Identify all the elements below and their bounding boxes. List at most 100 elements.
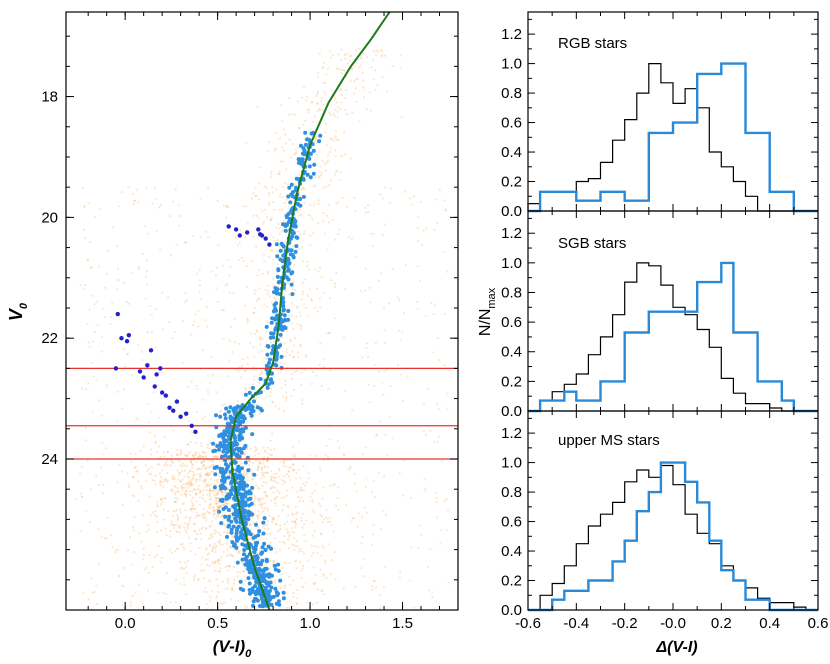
hist-x-tick-label: 0.4 <box>759 615 780 632</box>
field-star <box>446 270 449 273</box>
field-star <box>166 479 169 482</box>
selected-star <box>270 316 275 321</box>
field-star <box>293 337 297 340</box>
field-star <box>87 598 90 601</box>
field-star <box>247 464 250 467</box>
field-star <box>446 392 449 395</box>
field-star <box>441 460 444 463</box>
field-star <box>223 601 226 604</box>
field-star <box>305 519 308 522</box>
field-star <box>192 508 195 511</box>
field-star <box>291 543 294 546</box>
field-star <box>373 495 376 499</box>
field-star <box>212 509 215 512</box>
field-star <box>137 344 140 347</box>
field-star <box>197 488 200 491</box>
field-star <box>150 411 153 414</box>
field-star <box>183 469 186 472</box>
field-star <box>391 64 394 68</box>
hb-star <box>141 375 146 380</box>
field-star <box>82 288 85 291</box>
field-star <box>306 264 309 267</box>
field-star <box>315 374 318 377</box>
field-star <box>179 471 182 474</box>
field-star <box>293 543 296 547</box>
selected-star <box>236 448 241 453</box>
field-star <box>148 553 152 557</box>
field-star <box>226 579 229 582</box>
field-star <box>216 560 220 563</box>
field-star <box>229 265 232 268</box>
field-star <box>374 88 377 91</box>
field-star <box>419 200 422 203</box>
field-star <box>345 112 349 116</box>
field-star <box>228 459 232 462</box>
field-star <box>313 140 316 143</box>
field-star <box>193 320 196 323</box>
field-star <box>153 555 157 558</box>
selected-star <box>254 522 258 527</box>
field-star <box>178 530 181 534</box>
field-star <box>80 465 83 468</box>
field-star <box>207 236 210 239</box>
field-star <box>256 274 259 277</box>
field-star <box>364 211 368 214</box>
field-star <box>295 477 298 480</box>
field-star <box>275 472 278 475</box>
selected-star <box>305 172 310 177</box>
field-star <box>272 473 276 476</box>
field-star <box>189 516 192 519</box>
field-star <box>262 497 265 500</box>
field-star <box>274 149 277 152</box>
field-star <box>378 370 381 373</box>
field-star <box>166 471 169 474</box>
field-star <box>295 315 298 318</box>
field-star <box>194 574 197 577</box>
field-star <box>347 235 350 238</box>
field-star <box>374 363 377 366</box>
field-star <box>308 288 312 291</box>
field-star <box>182 576 186 579</box>
field-star <box>288 575 291 578</box>
field-star <box>262 446 265 449</box>
field-star <box>299 343 302 346</box>
hist-y-tick-label: 0.6 <box>501 314 522 331</box>
field-star <box>179 567 182 570</box>
field-star <box>221 492 224 495</box>
field-star <box>379 193 382 196</box>
field-star <box>431 595 434 598</box>
field-star <box>426 565 429 569</box>
field-star <box>203 480 206 484</box>
selected-star <box>286 268 291 273</box>
field-star <box>320 590 323 593</box>
field-star <box>248 386 251 389</box>
field-star <box>191 475 194 478</box>
field-star <box>357 66 361 69</box>
field-star <box>104 286 107 289</box>
field-star <box>386 453 389 456</box>
field-star <box>179 582 182 586</box>
field-star <box>140 487 143 490</box>
field-star <box>417 215 420 218</box>
field-star <box>153 514 156 517</box>
field-star <box>282 480 285 483</box>
selected-star <box>265 352 270 357</box>
field-star <box>262 509 265 512</box>
field-star <box>261 372 264 375</box>
field-star <box>383 54 386 57</box>
field-star <box>215 512 218 515</box>
field-star <box>383 329 386 332</box>
field-star <box>131 476 135 479</box>
field-star <box>215 492 218 495</box>
field-star <box>396 296 399 299</box>
selected-star <box>260 558 265 563</box>
field-star <box>181 465 184 468</box>
hist-y-tick-label: 0.2 <box>501 373 522 390</box>
field-star <box>97 265 100 268</box>
selected-star <box>286 194 291 199</box>
field-star <box>277 222 280 226</box>
field-star <box>204 558 207 561</box>
field-star <box>294 545 297 548</box>
field-star <box>258 166 261 169</box>
field-star <box>158 481 161 484</box>
